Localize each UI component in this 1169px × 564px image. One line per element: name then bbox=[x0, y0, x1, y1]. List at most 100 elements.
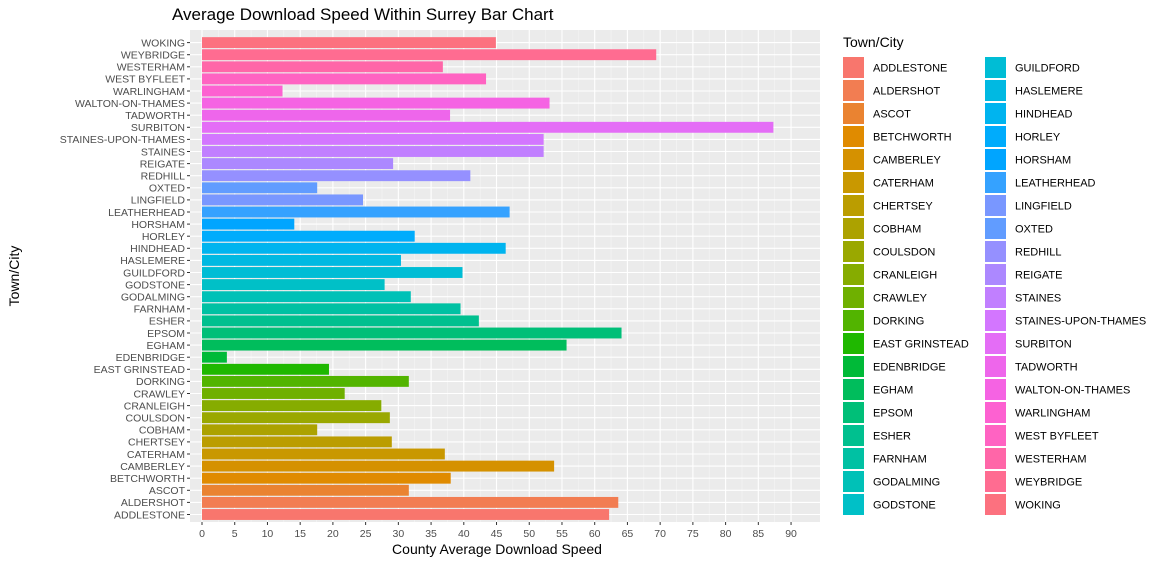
bar bbox=[202, 460, 555, 472]
x-tick-label: 55 bbox=[556, 528, 568, 540]
bar bbox=[202, 170, 471, 182]
y-tick-label: HORLEY bbox=[142, 231, 185, 243]
y-tick-label: WOKING bbox=[141, 37, 185, 49]
bar bbox=[202, 121, 774, 133]
y-tick-label: WEYBRIDGE bbox=[121, 50, 185, 62]
bar bbox=[202, 315, 479, 327]
y-tick-label: WEST BYFLEET bbox=[105, 74, 185, 86]
legend-key bbox=[985, 379, 1006, 400]
legend-key bbox=[843, 448, 864, 469]
x-tick-label: 85 bbox=[752, 528, 764, 540]
legend-key bbox=[985, 57, 1006, 78]
x-tick-label: 10 bbox=[262, 528, 274, 540]
bar bbox=[202, 230, 415, 242]
legend-label: WOKING bbox=[1015, 500, 1061, 512]
legend-key bbox=[843, 126, 864, 147]
legend-key bbox=[843, 103, 864, 124]
y-tick-label: STAINES-UPON-THAMES bbox=[60, 134, 185, 146]
legend-key bbox=[843, 241, 864, 262]
y-tick-label: STAINES bbox=[141, 146, 185, 158]
bar bbox=[202, 37, 496, 49]
bar bbox=[202, 85, 283, 97]
legend-label: ASCOT bbox=[873, 109, 911, 121]
bar bbox=[202, 158, 394, 170]
y-tick-label: EGHAM bbox=[146, 340, 185, 352]
legend-key bbox=[843, 379, 864, 400]
bar bbox=[202, 49, 657, 61]
bar bbox=[202, 146, 544, 157]
legend-label: HORLEY bbox=[1015, 132, 1061, 144]
y-tick-label: ASCOT bbox=[149, 485, 186, 497]
x-tick-label: 25 bbox=[360, 528, 372, 540]
legend-label: STAINES bbox=[1015, 293, 1061, 305]
y-tick-label: DORKING bbox=[136, 376, 185, 388]
bar bbox=[202, 206, 510, 218]
y-tick-label: ALDERSHOT bbox=[121, 497, 186, 509]
legend-label: EPSOM bbox=[873, 408, 913, 420]
legend-label: CATERHAM bbox=[873, 178, 934, 190]
y-tick-label: CAMBERLEY bbox=[120, 461, 185, 473]
legend-label: HORSHAM bbox=[1015, 155, 1071, 167]
legend-label: WEYBRIDGE bbox=[1015, 477, 1082, 489]
bar bbox=[202, 339, 567, 351]
y-tick-label: ADDLESTONE bbox=[114, 509, 185, 521]
bar bbox=[202, 448, 445, 460]
legend-label: LEATHERHEAD bbox=[1015, 178, 1096, 190]
x-tick-label: 30 bbox=[393, 528, 405, 540]
legend-label: COBHAM bbox=[873, 224, 921, 236]
legend-title: Town/City bbox=[843, 34, 904, 50]
bar bbox=[202, 133, 544, 145]
legend-label: BETCHWORTH bbox=[873, 132, 952, 144]
legend-label: GUILDFORD bbox=[1015, 63, 1080, 75]
bar bbox=[202, 73, 487, 85]
legend-key bbox=[985, 310, 1006, 331]
legend-key bbox=[985, 471, 1006, 492]
legend-label: SURBITON bbox=[1015, 339, 1072, 351]
legend-label: FARNHAM bbox=[873, 454, 927, 466]
bars bbox=[202, 37, 774, 520]
y-tick-label: BETCHWORTH bbox=[110, 473, 185, 485]
bar bbox=[202, 424, 318, 436]
legend: ADDLESTONE ALDERSHOT ASCOT BETCHWORTH CAMBER… bbox=[843, 57, 1146, 515]
bar bbox=[202, 182, 318, 194]
legend-key bbox=[843, 149, 864, 170]
y-tick-label: CATERHAM bbox=[127, 449, 185, 461]
y-tick-label: ESHER bbox=[149, 316, 186, 328]
y-tick-label: EAST GRINSTEAD bbox=[94, 364, 186, 376]
y-tick-label: GODALMING bbox=[121, 292, 185, 304]
legend-key bbox=[985, 264, 1006, 285]
x-axis-title: County Average Download Speed bbox=[392, 541, 602, 557]
bar bbox=[202, 109, 451, 121]
legend-key bbox=[985, 356, 1006, 377]
legend-key bbox=[985, 195, 1006, 216]
legend-label: WESTERHAM bbox=[1015, 454, 1087, 466]
bar bbox=[202, 472, 451, 484]
legend-key bbox=[985, 333, 1006, 354]
x-tick-label: 45 bbox=[491, 528, 503, 540]
legend-key bbox=[985, 80, 1006, 101]
y-tick-label: CHERTSEY bbox=[128, 437, 185, 449]
bar bbox=[202, 375, 409, 387]
y-tick-label: HORSHAM bbox=[131, 219, 185, 231]
legend-key bbox=[843, 494, 864, 515]
x-tick-label: 5 bbox=[232, 528, 238, 540]
legend-label: CAMBERLEY bbox=[873, 155, 942, 167]
y-tick-label: WESTERHAM bbox=[117, 62, 185, 74]
bar bbox=[202, 242, 506, 254]
bar bbox=[202, 509, 610, 520]
legend-label: EAST GRINSTEAD bbox=[873, 339, 969, 351]
x-tick-label: 50 bbox=[523, 528, 535, 540]
legend-label: GODSTONE bbox=[873, 500, 936, 512]
bar bbox=[202, 267, 463, 278]
legend-label: CRAWLEY bbox=[873, 293, 928, 305]
y-tick-label: EDENBRIDGE bbox=[116, 352, 185, 364]
bar bbox=[202, 303, 461, 315]
bar bbox=[202, 400, 382, 412]
y-tick-label: EPSOM bbox=[147, 328, 185, 340]
legend-key bbox=[843, 402, 864, 423]
legend-label: ALDERSHOT bbox=[873, 86, 941, 98]
y-tick-label: CRANLEIGH bbox=[124, 400, 185, 412]
legend-key bbox=[985, 241, 1006, 262]
legend-label: EGHAM bbox=[873, 385, 913, 397]
x-tick-label: 90 bbox=[785, 528, 797, 540]
